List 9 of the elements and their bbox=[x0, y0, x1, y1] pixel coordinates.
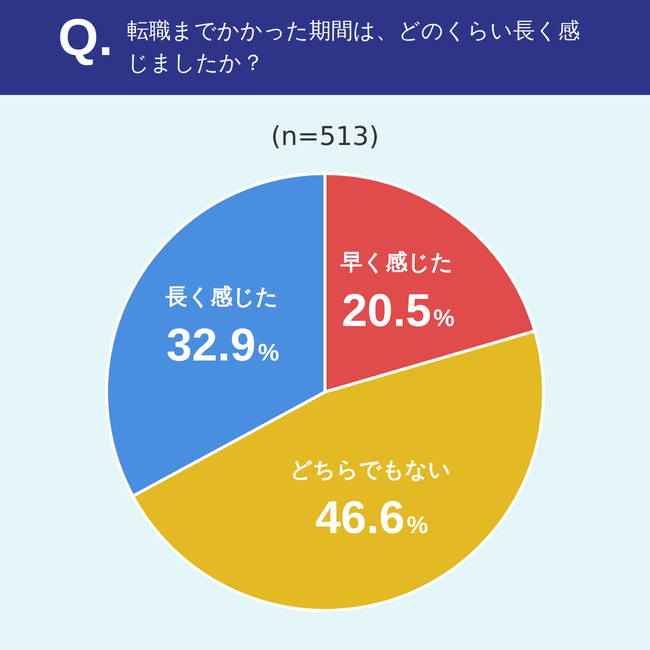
data-label: 32.9% bbox=[166, 318, 280, 370]
chart-title: 転職までかかった期間は、どのくらい長く感じましたか？ bbox=[127, 18, 581, 78]
slice-label: どちらでもない bbox=[290, 458, 452, 483]
chart-subtitle: (n=513) bbox=[270, 122, 380, 152]
slice-label: 長く感じた bbox=[164, 285, 278, 310]
slice-label: 早く感じた bbox=[340, 250, 454, 276]
data-label: 20.5% bbox=[342, 284, 455, 336]
text: Q. bbox=[58, 8, 113, 68]
data-label: 46.6% bbox=[315, 491, 428, 544]
